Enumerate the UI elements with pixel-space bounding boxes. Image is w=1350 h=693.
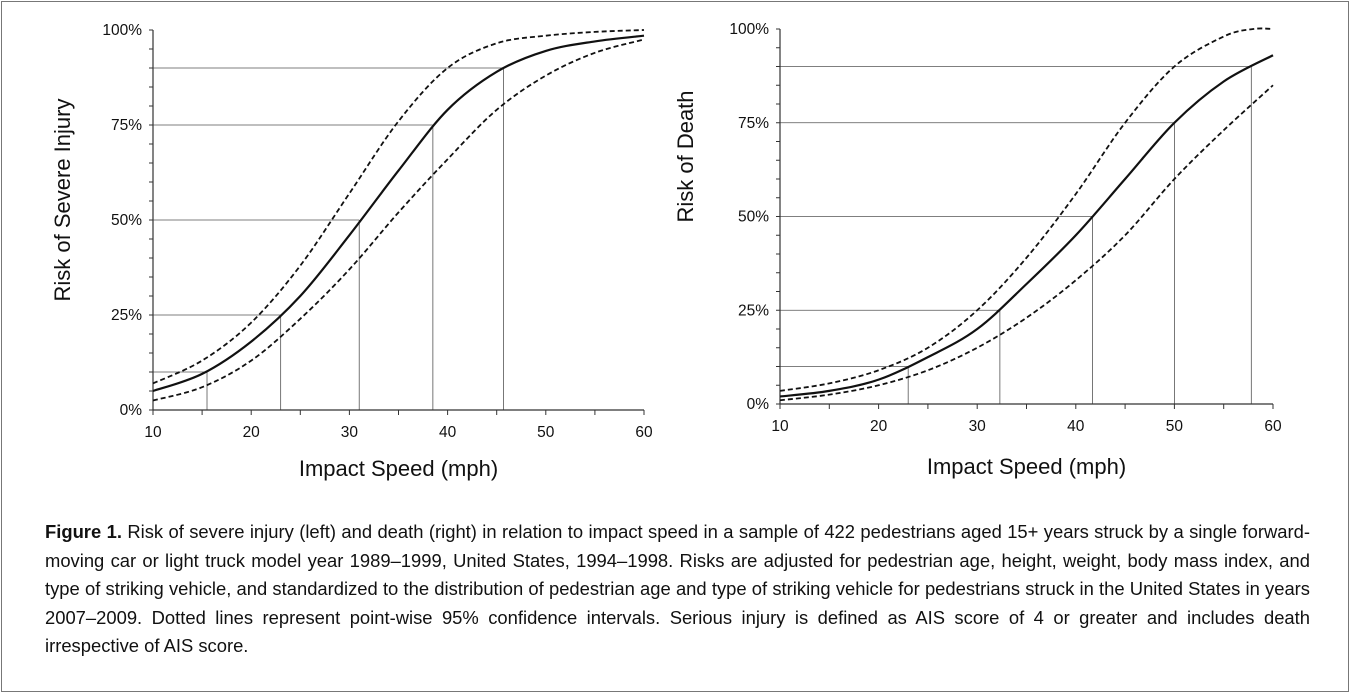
x-tick-label: 60: [635, 424, 653, 441]
risk-curve: [152, 34, 645, 393]
x-tick-label: 20: [870, 418, 888, 435]
x-tick-label: 50: [537, 424, 555, 441]
y-tick-label: 50%: [738, 209, 769, 226]
chart-severe-injury: 10 20 30 40 50 60 0% 25% 50% 75% 100% Impact Speed …: [50, 22, 653, 481]
x-axis-label: Impact Speed (mph): [927, 454, 1126, 479]
y-tick-label: 25%: [111, 307, 142, 324]
risk-curve: [779, 54, 1274, 398]
y-tick-label: 100%: [729, 21, 769, 38]
x-axis-label: Impact Speed (mph): [299, 456, 498, 481]
confidence-bound-curve: [152, 38, 645, 402]
y-tick-label: 100%: [102, 22, 142, 39]
x-tick-label: 50: [1166, 418, 1184, 435]
x-tick-label: 60: [1264, 418, 1282, 435]
x-tick-label: 30: [969, 418, 987, 435]
caption-text: Risk of severe injury (left) and death (…: [45, 521, 1310, 656]
x-tick-label: 20: [243, 424, 261, 441]
y-axis-label: Risk of Death: [673, 90, 698, 222]
y-tick-label: 75%: [738, 115, 769, 132]
y-axis-label: Risk of Severe Injury: [50, 99, 75, 302]
y-tick-label: 50%: [111, 212, 142, 229]
figure-caption: Figure 1. Risk of severe injury (left) a…: [45, 518, 1310, 661]
x-tick-label: 40: [439, 424, 457, 441]
y-tick-label: 0%: [747, 396, 770, 413]
y-tick-label: 75%: [111, 117, 142, 134]
y-tick-label: 0%: [120, 402, 143, 419]
x-tick-label: 40: [1067, 418, 1085, 435]
confidence-bound-curve: [779, 84, 1274, 402]
x-tick-label: 10: [771, 418, 789, 435]
x-tick-label: 30: [341, 424, 359, 441]
x-tick-label: 10: [144, 424, 162, 441]
confidence-bound-curve: [152, 29, 645, 385]
y-tick-label: 25%: [738, 302, 769, 319]
chart-death: 10 20 30 40 50 60 0% 25% 50% 75% 100% Impact Speed …: [673, 21, 1282, 479]
caption-label: Figure 1.: [45, 521, 122, 542]
confidence-bound-curve: [779, 27, 1274, 392]
